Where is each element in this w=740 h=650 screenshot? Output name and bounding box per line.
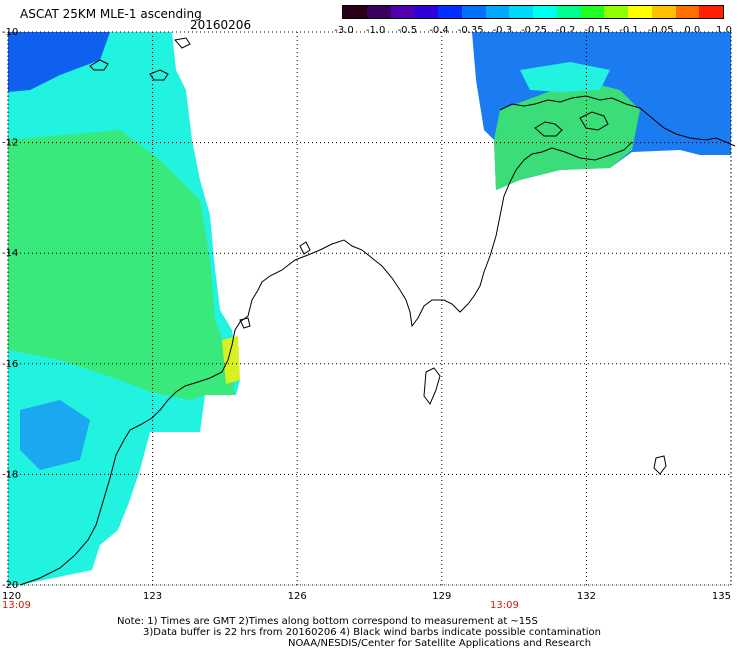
colorbar-label: -0.35 [457, 25, 484, 36]
lat-tick-label: -18 [2, 469, 18, 480]
colorbar [342, 5, 724, 19]
colorbar-swatch [580, 6, 605, 18]
colorbar-label: -0.3 [492, 25, 513, 36]
coast-north-islands [499, 95, 736, 147]
colorbar-swatch [461, 6, 486, 18]
colorbar-swatch [343, 6, 367, 18]
colorbar-label: -0.5 [397, 25, 418, 36]
footer-note-1: Note: 1) Times are GMT 2)Times along bot… [117, 616, 538, 627]
colorbar-label: -0.15 [584, 25, 611, 36]
lat-tick-label: -12 [2, 138, 18, 149]
colorbar-swatch [366, 6, 391, 18]
colorbar-swatch [509, 6, 533, 18]
coast-island-4 [149, 69, 169, 81]
colorbar-swatch [675, 6, 700, 18]
lon-tick-label: 135 [712, 591, 731, 602]
coast-island-8 [239, 317, 251, 329]
swath-west-green [8, 130, 235, 400]
swath-east-green [494, 80, 640, 190]
lat-tick-label: -20 [2, 580, 18, 591]
colorbar-label: 0.0 [684, 25, 701, 36]
colorbar-label: -0.05 [647, 25, 674, 36]
product-title: ASCAT 25KM MLE-1 ascending [20, 7, 202, 21]
coastline [19, 37, 736, 586]
colorbar-swatch [485, 6, 510, 18]
colorbar-swatch [414, 6, 438, 18]
footer-note-2: 3)Data buffer is 22 hrs from 20160206 4)… [143, 627, 601, 638]
coast-island-3 [89, 59, 109, 71]
colorbar-label: 1.0 [716, 25, 732, 36]
coast-island-2 [579, 111, 609, 131]
lon-tick-label: 132 [577, 591, 596, 602]
data-swaths [8, 32, 731, 585]
product-date: 20160206 [190, 18, 252, 32]
lat-tick-label: -14 [2, 248, 18, 259]
colorbar-labels: -3.0 -1.0 -0.5 -0.4 -0.35 -0.3 -0.25 -0.2 -0.15-… [330, 25, 740, 37]
coast-island-9 [299, 241, 311, 255]
lon-tick-label: 120 [2, 591, 21, 602]
colorbar-swatch [604, 6, 628, 18]
coast-island-6 [423, 367, 441, 405]
swath-west-blue-2 [20, 400, 90, 470]
swath-east-cyan [520, 62, 610, 92]
time-label-left: 13:09 [2, 600, 31, 611]
lat-tick-label: -10 [2, 27, 18, 38]
colorbar-swatch [628, 6, 652, 18]
colorbar-swatch [651, 6, 676, 18]
colorbar-label: -1.0 [365, 25, 386, 36]
lon-tick-label: 123 [143, 591, 162, 602]
colorbar-swatch [699, 6, 723, 18]
coast-island-7 [653, 455, 667, 475]
colorbar-swatch [556, 6, 581, 18]
lon-tick-label: 129 [432, 591, 451, 602]
colorbar-swatch [390, 6, 415, 18]
colorbar-swatch [533, 6, 557, 18]
coast-west-australia [19, 141, 633, 586]
swath-west-yellow [222, 336, 240, 384]
footer-note-3: NOAA/NESDIS/Center for Satellite Applica… [288, 638, 592, 649]
coast-island-5 [174, 37, 191, 49]
lat-tick-label: -16 [2, 359, 18, 370]
lon-tick-label: 126 [288, 591, 307, 602]
axes: 120 123 126 129 132 135 -10 -12 -14 -16 -18 -20 13:0… [2, 27, 732, 611]
colorbar-label: -0.2 [555, 25, 576, 36]
colorbar-label: -3.0 [334, 25, 354, 36]
colorbar-label: -0.25 [521, 25, 547, 36]
coast-island-1 [534, 121, 563, 137]
time-label-mid: 13:09 [490, 600, 519, 611]
colorbar-swatch [438, 6, 462, 18]
colorbar-label: -0.4 [429, 25, 449, 36]
swath-west-blue [8, 32, 110, 92]
colorbar-label: -0.1 [619, 25, 639, 36]
